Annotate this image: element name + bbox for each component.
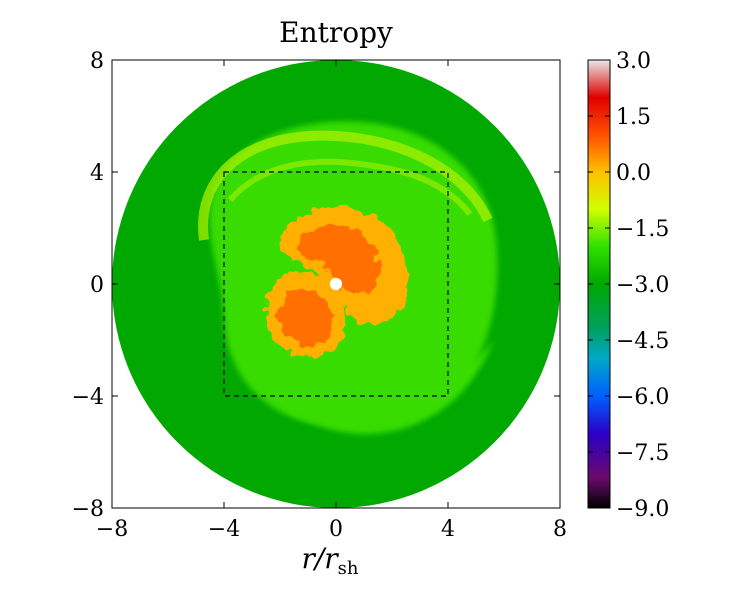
colorbar-tick-label: 3.0 (616, 49, 651, 74)
x-axis-label-subscript: sh (338, 558, 359, 579)
colorbar-tick-label: −9.0 (616, 497, 669, 522)
entropy-field (112, 60, 560, 508)
x-tick-label: 8 (553, 517, 567, 542)
y-tick-label: 8 (90, 49, 104, 74)
hot-core-lower (277, 289, 331, 346)
colorbar-tick-label: −1.5 (616, 217, 669, 242)
x-tick-label: −4 (208, 517, 240, 542)
x-axis: −8 −4 0 4 8 (96, 60, 567, 542)
dashed-box (223, 171, 449, 397)
x-tick-label: 0 (329, 517, 343, 542)
shock-front (227, 158, 473, 216)
x-axis-label: r/rsh (301, 542, 358, 579)
y-tick-label: 4 (90, 161, 104, 186)
chart-title: Entropy (279, 16, 393, 49)
colorbar-tick-label: −3.0 (616, 273, 669, 298)
colorbar-tick-label: 1.5 (616, 105, 651, 130)
y-tick-label: −8 (72, 497, 104, 522)
colorbar-tick-label: 0.0 (616, 161, 651, 186)
x-tick-label: 4 (441, 517, 455, 542)
y-tick-label: 0 (90, 273, 104, 298)
colorbar-tick-label: −6.0 (616, 385, 669, 410)
colorbar: 3.0 1.5 0.0 −1.5 −3.0 −4.5 −6.0 −7.5 −9.0 (587, 49, 669, 522)
y-axis: −8 −4 0 4 8 (72, 49, 560, 522)
hot-core-upper (299, 225, 380, 295)
colorbar-ticks: 3.0 1.5 0.0 −1.5 −3.0 −4.5 −6.0 −7.5 −9.0 (588, 49, 669, 522)
x-tick-label: −8 (96, 517, 128, 542)
inner-boundary (329, 277, 343, 291)
colorbar-tick-label: −7.5 (616, 441, 669, 466)
shock-front (198, 130, 493, 241)
hot-bubbles (266, 207, 407, 358)
shocked-lobe (232, 340, 494, 435)
y-tick-label: −4 (72, 385, 104, 410)
colorbar-tick-label: −4.5 (616, 329, 669, 354)
